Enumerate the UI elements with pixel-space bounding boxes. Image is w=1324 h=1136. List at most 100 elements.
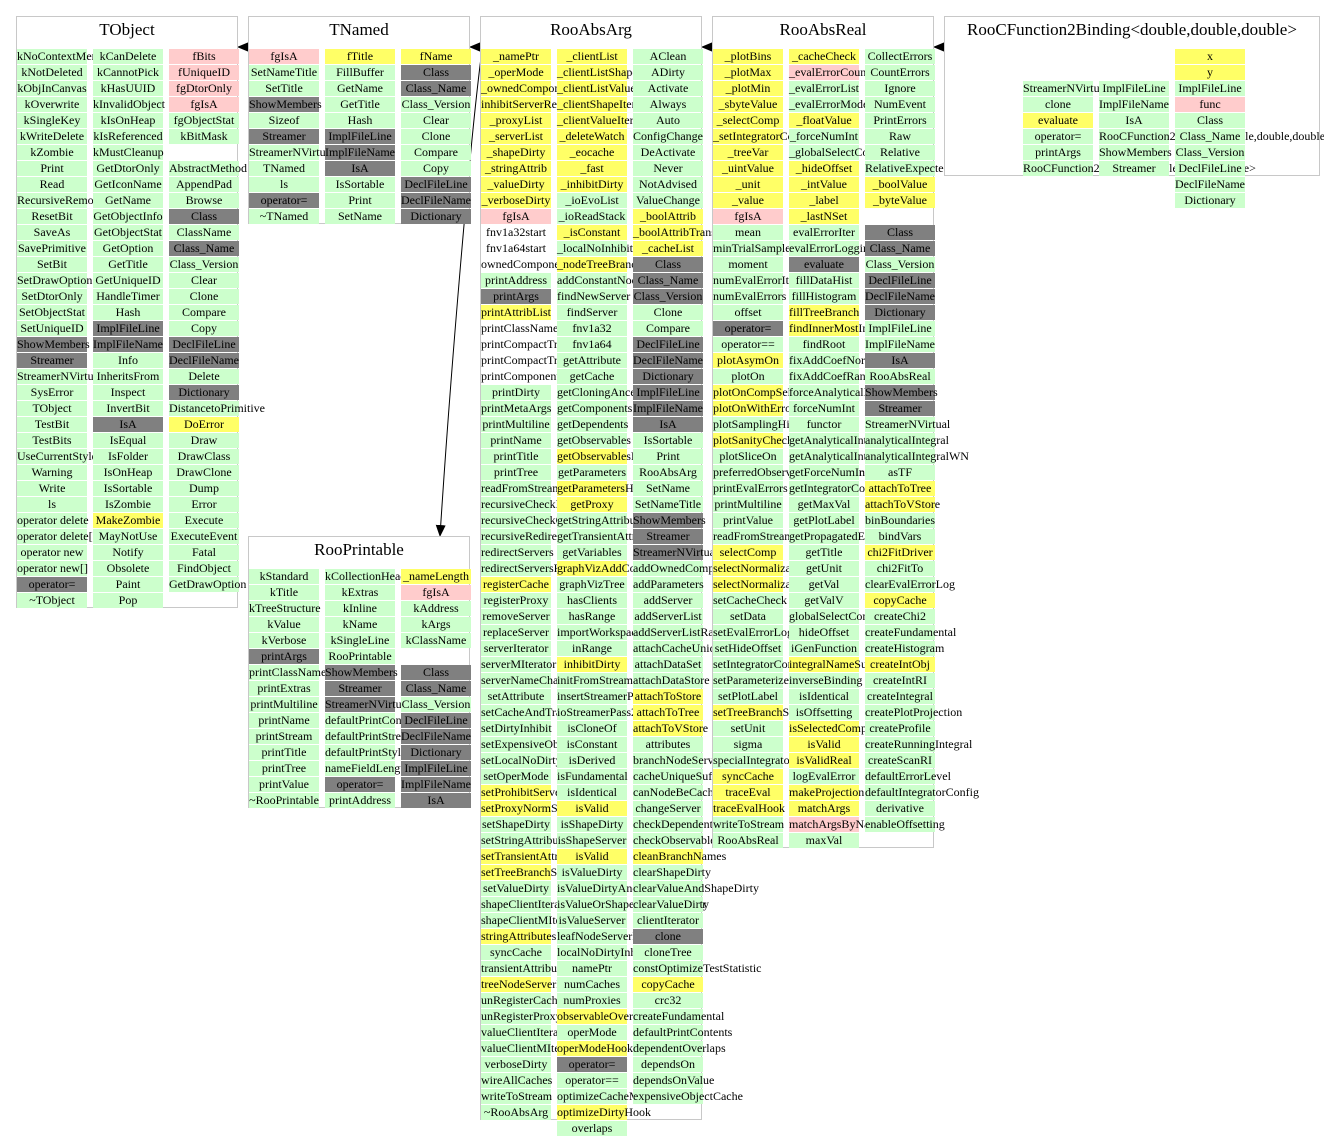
member-item[interactable]: Sizeof	[249, 113, 319, 128]
member-item[interactable]: setData	[713, 609, 783, 624]
member-item[interactable]: getPlotLabel	[789, 513, 859, 528]
member-item[interactable]: _plotMin	[713, 81, 783, 96]
member-item[interactable]: constOptimizeTestStatistic	[633, 961, 762, 976]
member-item[interactable]: GetObjectStat	[93, 225, 163, 240]
member-item[interactable]: IsA	[865, 353, 935, 368]
member-item[interactable]: kName	[325, 617, 395, 632]
member-item[interactable]: redirectServers	[481, 545, 554, 560]
member-item[interactable]: printMultiline	[713, 497, 783, 512]
member-item[interactable]: RooAbsReal	[713, 833, 783, 848]
member-item[interactable]: graphVizAddConnections	[557, 561, 682, 576]
member-item[interactable]: kNoContextMenu	[17, 49, 104, 64]
member-item[interactable]: optimizeDirtyHook	[557, 1105, 651, 1120]
member-item[interactable]: RooCFunction2Binding<double,double,doubl…	[1099, 129, 1324, 144]
member-item[interactable]: numProxies	[557, 993, 627, 1008]
member-item[interactable]: Streamer	[865, 401, 935, 416]
member-item[interactable]: clearShapeDirty	[633, 865, 711, 880]
member-item[interactable]: isOffsetting	[789, 705, 859, 720]
member-item[interactable]: inRange	[557, 641, 627, 656]
member-item[interactable]: syncCache	[481, 945, 551, 960]
member-item[interactable]: isCloneOf	[557, 721, 627, 736]
member-item[interactable]: Clear	[169, 273, 239, 288]
member-item[interactable]: printArgs	[249, 649, 319, 664]
member-item[interactable]: fgIsA	[481, 209, 551, 224]
member-item[interactable]: DeclFileLine	[1175, 161, 1245, 176]
member-item[interactable]: fgDtorOnly	[169, 81, 239, 96]
member-item[interactable]: IsOnHeap	[93, 465, 163, 480]
member-item[interactable]: x	[1175, 49, 1245, 64]
member-item[interactable]: kStandard	[249, 569, 319, 584]
member-item[interactable]: kWriteDelete	[17, 129, 87, 144]
member-item[interactable]: _cacheCheck	[789, 49, 859, 64]
member-item[interactable]: evalErrorLoggingMode	[789, 241, 903, 256]
member-item[interactable]: getAnalyticalIntegralWN	[789, 449, 911, 464]
member-item[interactable]: Dictionary	[1175, 193, 1245, 208]
member-item[interactable]: setOperMode	[481, 769, 551, 784]
member-item[interactable]: integralNameSuffix	[789, 657, 885, 672]
member-item[interactable]: IsA	[93, 417, 163, 432]
member-item[interactable]: defaultPrintStyle	[325, 745, 407, 760]
member-item[interactable]: findNewServer	[557, 289, 631, 304]
member-item[interactable]: overlaps	[557, 1121, 627, 1136]
member-item[interactable]: addServerListRaw	[633, 625, 723, 640]
member-item[interactable]: fUniqueID	[169, 65, 239, 80]
member-item[interactable]: Clone	[633, 305, 703, 320]
member-item[interactable]: _sbyteValue	[713, 97, 783, 112]
member-item[interactable]: fillDataHist	[789, 273, 859, 288]
member-item[interactable]: Class_Name	[865, 241, 935, 256]
member-item[interactable]: Class	[1175, 113, 1245, 128]
member-item[interactable]: transientAttributes	[481, 961, 571, 976]
member-item[interactable]: maxVal	[789, 833, 859, 848]
member-item[interactable]: optimizeCacheMode	[557, 1089, 657, 1104]
member-item[interactable]: kMustCleanup	[93, 145, 164, 160]
member-item[interactable]: Class_Version	[401, 97, 471, 112]
member-item[interactable]: setCacheAndTrackHints	[481, 705, 599, 720]
member-item[interactable]: getCache	[557, 369, 627, 384]
member-item[interactable]: Dictionary	[169, 385, 239, 400]
member-item[interactable]: createIntObj	[865, 657, 935, 672]
member-item[interactable]: Print	[17, 161, 87, 176]
member-item[interactable]: verboseDirty	[481, 1057, 551, 1072]
member-item[interactable]: printMetaArgs	[481, 401, 552, 416]
member-item[interactable]: getParameters	[557, 465, 627, 480]
member-item[interactable]: setTreeBranchStatus	[481, 865, 580, 880]
member-item[interactable]: AppendPad	[169, 177, 239, 192]
member-item[interactable]: _deleteWatch	[557, 129, 627, 144]
member-item[interactable]: printTitle	[481, 449, 551, 464]
member-item[interactable]: shapeClientIterator	[481, 897, 573, 912]
member-item[interactable]: SetUniqueID	[17, 321, 87, 336]
member-item[interactable]: Clone	[169, 289, 239, 304]
member-item[interactable]: createHistogram	[865, 641, 945, 656]
member-item[interactable]: GetDtorOnly	[93, 161, 163, 176]
member-item[interactable]: printMultiline	[249, 697, 319, 712]
member-item[interactable]: Draw	[169, 433, 239, 448]
member-item[interactable]: getComponents	[557, 401, 633, 416]
member-item[interactable]: isShapeDirty	[557, 817, 627, 832]
member-item[interactable]: printValue	[713, 513, 783, 528]
member-item[interactable]: clearValueDirty	[633, 897, 709, 912]
member-item[interactable]: printStream	[249, 729, 319, 744]
member-item[interactable]: createIntegral	[865, 689, 935, 704]
member-item[interactable]: ImplFileLine	[401, 761, 471, 776]
member-item[interactable]: kInvalidObject	[93, 97, 165, 112]
member-item[interactable]: NumEvent	[865, 97, 935, 112]
member-item[interactable]: _namePtr	[481, 49, 551, 64]
member-item[interactable]: fgIsA	[169, 97, 239, 112]
member-item[interactable]: fnv1a32	[557, 321, 627, 336]
member-item[interactable]: shapeClientMIterator	[481, 913, 584, 928]
member-item[interactable]: setValueDirty	[481, 881, 551, 896]
member-item[interactable]: printArgs	[481, 289, 551, 304]
member-item[interactable]: findInnerMostIntegration	[789, 321, 911, 336]
member-item[interactable]: _operMode	[481, 65, 551, 80]
member-item[interactable]: attachToStore	[633, 689, 703, 704]
member-item[interactable]: kIsReferenced	[93, 129, 163, 144]
member-item[interactable]: StreamerNVirtual	[325, 697, 411, 712]
member-item[interactable]: fixAddCoefNormalization	[789, 353, 916, 368]
member-item[interactable]: GetName	[93, 193, 163, 208]
member-item[interactable]: operator=	[325, 777, 395, 792]
member-item[interactable]: DeclFileName	[633, 353, 703, 368]
member-item[interactable]: _globalSelectComp	[789, 145, 884, 160]
member-item[interactable]: fBits	[169, 49, 239, 64]
member-item[interactable]: _lastNSet	[789, 209, 859, 224]
member-item[interactable]: importWorkspaceHook	[557, 625, 669, 640]
